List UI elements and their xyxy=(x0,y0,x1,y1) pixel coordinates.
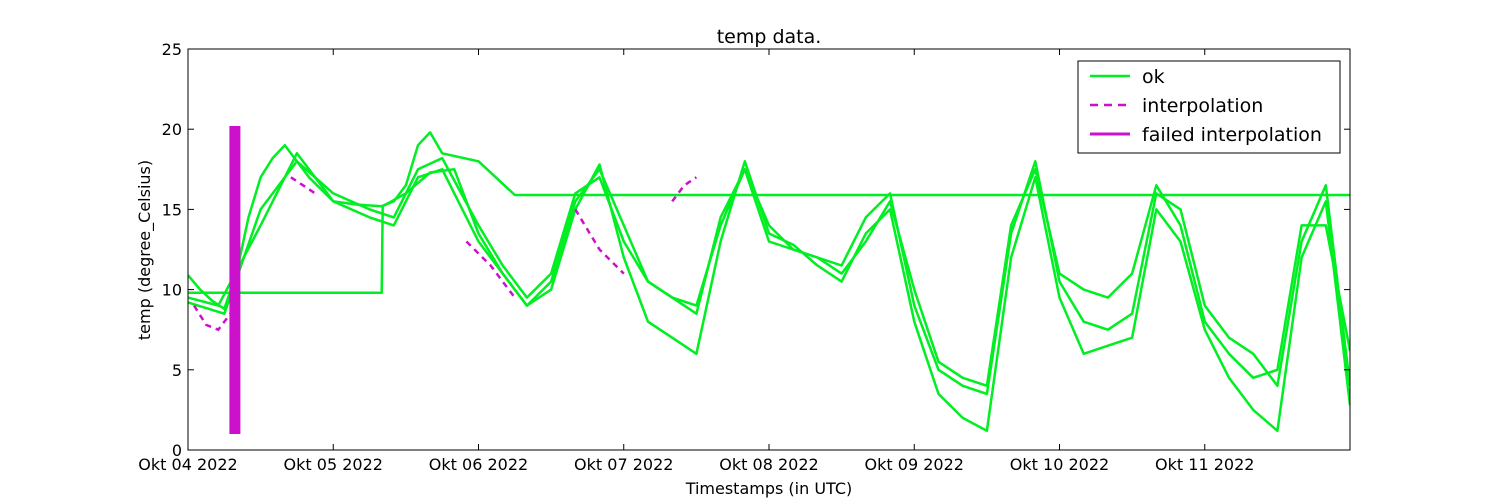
ok-series-line-4 xyxy=(188,156,1350,396)
chart-title: temp data. xyxy=(717,26,822,48)
legend-label-2: interpolation xyxy=(1142,95,1263,117)
x-axis-title: Timestamps (in UTC) xyxy=(685,479,853,498)
legend: ok interpolation failed interpolation xyxy=(1077,60,1341,154)
x-tick-label-8: Okt 11 2022 xyxy=(1155,455,1254,474)
interpolation-segment-2 xyxy=(290,176,316,195)
interpolation-segment-3 xyxy=(465,240,516,299)
x-tick-label-2: Okt 05 2022 xyxy=(284,455,383,474)
y-tick-label-5: 20 xyxy=(162,120,182,139)
legend-box xyxy=(1077,60,1341,154)
y-tick-label-2: 5 xyxy=(172,361,182,380)
x-tick-label-4: Okt 07 2022 xyxy=(574,455,673,474)
ok-series-line-2 xyxy=(188,168,1350,388)
legend-label-3: failed interpolation xyxy=(1142,124,1322,146)
ok-series-line-3 xyxy=(188,152,1350,433)
y-tick-label-6: 25 xyxy=(162,40,182,59)
y-tick-label-4: 15 xyxy=(162,200,182,219)
interpolation-segment-5 xyxy=(671,176,698,203)
legend-label-1: ok xyxy=(1142,66,1165,88)
interpolation-segment-4 xyxy=(574,208,625,275)
y-tick-label-3: 10 xyxy=(162,281,182,300)
x-tick-label-1: Okt 04 2022 xyxy=(138,455,237,474)
y-tick-label-1: 0 xyxy=(172,441,182,460)
y-axis-title: temp (degree_Celsius) xyxy=(135,160,155,340)
x-tick-label-5: Okt 08 2022 xyxy=(719,455,818,474)
x-tick-label-6: Okt 09 2022 xyxy=(865,455,964,474)
x-tick-label-3: Okt 06 2022 xyxy=(429,455,528,474)
interpolation-segment-1 xyxy=(193,289,238,332)
ok-series-line-1 xyxy=(188,131,1350,311)
x-tick-label-7: Okt 10 2022 xyxy=(1010,455,1109,474)
